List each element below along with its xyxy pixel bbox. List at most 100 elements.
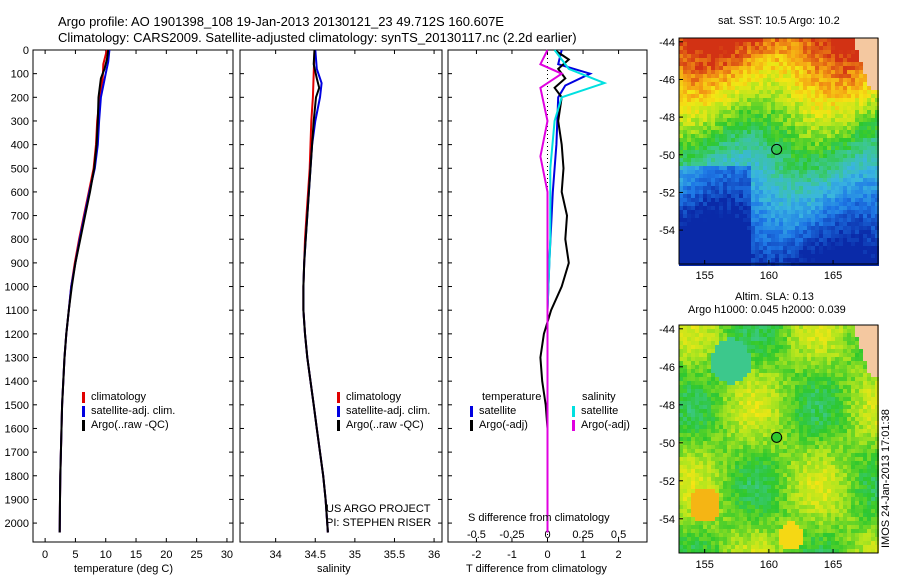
map-cell [787, 337, 791, 341]
map-cell [807, 429, 811, 433]
map-cell [851, 465, 855, 469]
map-cell [747, 325, 751, 329]
map-cell [867, 218, 871, 222]
map-cell [711, 134, 715, 138]
map-cell [807, 437, 811, 441]
map-cell [875, 409, 879, 413]
map-cell [799, 369, 803, 373]
map-cell [795, 349, 799, 353]
map-cell [803, 46, 807, 50]
map-cell [683, 349, 687, 353]
map-cell [691, 369, 695, 373]
map-cell [815, 38, 819, 42]
map-cell [687, 102, 691, 106]
map-cell [843, 465, 847, 469]
map-cell [843, 110, 847, 114]
map-cell [871, 397, 875, 401]
map-cell [811, 70, 815, 74]
y-tick-label: 700 [11, 211, 29, 223]
map-cell [819, 146, 823, 150]
map-cell [843, 118, 847, 122]
map-cell [851, 86, 855, 90]
map-cell [799, 250, 803, 254]
map-cell [839, 74, 843, 78]
map-cell [787, 457, 791, 461]
map-cell [691, 70, 695, 74]
map-cell [735, 106, 739, 110]
map-cell [871, 417, 875, 421]
map-cell [759, 154, 763, 158]
map-cell [807, 258, 811, 262]
map-cell [815, 353, 819, 357]
map-cell [807, 146, 811, 150]
map-cell [839, 166, 843, 170]
map-cell [843, 234, 847, 238]
map-cell [835, 142, 839, 146]
map-cell [727, 234, 731, 238]
map-cell [683, 389, 687, 393]
map-cell [707, 385, 711, 389]
map-cell [795, 98, 799, 102]
map-cell [807, 134, 811, 138]
map-cell [695, 385, 699, 389]
map-cell [819, 122, 823, 126]
map-cell [691, 102, 695, 106]
map-cell [831, 421, 835, 425]
map-cell [727, 194, 731, 198]
map-cell [803, 198, 807, 202]
map-cell [863, 122, 867, 126]
series-argo-raw-qc- [302, 49, 329, 533]
map-cell [875, 54, 879, 58]
map-cell [763, 365, 767, 369]
map-cell [755, 409, 759, 413]
map-cell [871, 469, 875, 473]
map-cell [823, 162, 827, 166]
map-cell [835, 38, 839, 42]
map-cell [707, 186, 711, 190]
map-cell [703, 445, 707, 449]
map-cell [747, 74, 751, 78]
map-cell [703, 349, 707, 353]
map-cell [803, 389, 807, 393]
map-cell [731, 361, 735, 365]
map-cell [823, 365, 827, 369]
map-cell [759, 353, 763, 357]
map-cell [715, 106, 719, 110]
map-cell [715, 38, 719, 42]
map-cell [707, 170, 711, 174]
map-cell [847, 130, 851, 134]
map-cell [831, 206, 835, 210]
map-cell [835, 409, 839, 413]
map-cell [763, 417, 767, 421]
map-cell [855, 38, 859, 42]
map-cell [819, 202, 823, 206]
map-cell [863, 66, 867, 70]
map-cell [863, 38, 867, 42]
map-cell [715, 154, 719, 158]
map-cell [843, 182, 847, 186]
map-cell [795, 94, 799, 98]
x-tick-label: 34.5 [305, 549, 326, 561]
map-cell [751, 341, 755, 345]
map-cell [707, 254, 711, 258]
map-cell [679, 373, 683, 377]
map-cell [687, 94, 691, 98]
map-cell [771, 178, 775, 182]
map-cell [699, 62, 703, 66]
map-cell [823, 126, 827, 130]
map-cell [707, 345, 711, 349]
map-cell [819, 457, 823, 461]
map-cell [759, 246, 763, 250]
map-cell [835, 401, 839, 405]
map-cell [807, 186, 811, 190]
map-cell [799, 329, 803, 333]
map-cell [783, 421, 787, 425]
map-cell [847, 222, 851, 226]
legend-swatch [470, 405, 473, 417]
map-cell [803, 357, 807, 361]
map-cell [755, 230, 759, 234]
map-cell [711, 417, 715, 421]
map-cell [807, 373, 811, 377]
map-cell [771, 102, 775, 106]
map-cell [743, 138, 747, 142]
